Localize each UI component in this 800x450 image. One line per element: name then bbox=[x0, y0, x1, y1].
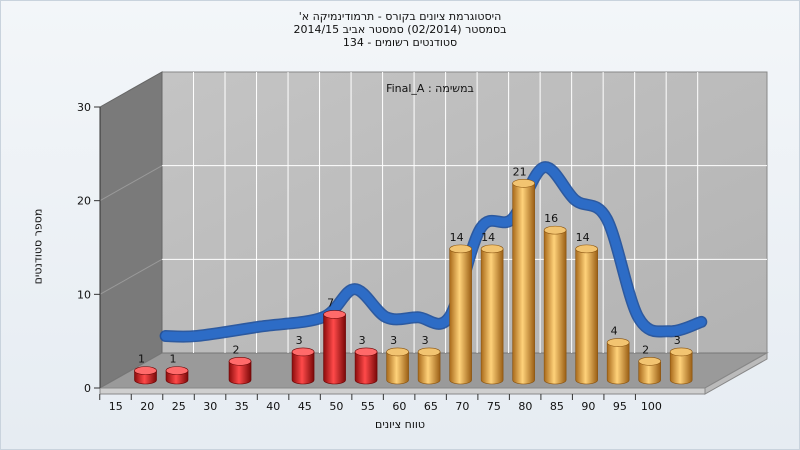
x-tick-label: 85 bbox=[550, 400, 564, 413]
bar-top bbox=[323, 310, 346, 319]
chart-annotation: Final_A : במשימה bbox=[386, 82, 474, 95]
y-axis-label: מספר סטודנטים bbox=[31, 208, 45, 285]
bar-top bbox=[449, 244, 472, 254]
bar-body bbox=[291, 351, 315, 385]
bar-body bbox=[417, 351, 441, 385]
bar-value-label: 2 bbox=[642, 343, 649, 356]
bar-top bbox=[638, 356, 661, 366]
chart-title-line1: היסטוגרמת ציונים בקורס - תרמודינמיקה א' bbox=[298, 10, 502, 23]
bar-top bbox=[480, 244, 504, 254]
x-tick-label: 50 bbox=[329, 400, 343, 413]
bar-value-label: 3 bbox=[422, 334, 429, 347]
bar-body bbox=[669, 351, 693, 385]
bar-value-label: 14 bbox=[450, 231, 464, 244]
bar-value-label: 1 bbox=[138, 353, 145, 366]
bar-value-label: 3 bbox=[359, 334, 366, 347]
x-tick-label: 55 bbox=[361, 400, 375, 413]
x-tick-label: 25 bbox=[172, 400, 186, 413]
side-grid-line bbox=[99, 165, 163, 202]
bar-body bbox=[228, 360, 252, 385]
y-tick-label: 20 bbox=[77, 195, 91, 208]
bar-body bbox=[386, 351, 409, 385]
bar-top bbox=[575, 244, 598, 254]
y-tick-label: 0 bbox=[84, 382, 91, 395]
bar-top bbox=[134, 366, 157, 375]
side-wall bbox=[99, 71, 163, 389]
bar-value-label: 3 bbox=[296, 334, 303, 347]
bar-body bbox=[606, 342, 630, 385]
x-tick-label: 30 bbox=[203, 400, 217, 413]
bar-top bbox=[386, 347, 409, 357]
x-tick-label: 70 bbox=[455, 400, 469, 413]
x-tick-label: 80 bbox=[518, 400, 532, 413]
bar-top bbox=[417, 347, 441, 357]
bar-body bbox=[512, 183, 535, 385]
bar-value-label: 16 bbox=[544, 212, 558, 225]
bar-value-label: 7 bbox=[327, 296, 334, 309]
bar-body bbox=[354, 351, 378, 385]
x-tick-label: 90 bbox=[581, 400, 595, 413]
bar-top bbox=[543, 225, 567, 235]
x-tick-label: 35 bbox=[235, 400, 249, 413]
bar-top bbox=[165, 366, 189, 375]
bar-body bbox=[323, 314, 346, 385]
bar-value-label: 14 bbox=[481, 231, 495, 244]
x-tick-label: 45 bbox=[298, 400, 312, 413]
bar-value-label: 3 bbox=[674, 334, 681, 347]
bar-value-label: 1 bbox=[170, 353, 177, 366]
bar-top bbox=[354, 347, 378, 357]
bar-top bbox=[228, 356, 252, 366]
bar-value-label: 14 bbox=[576, 231, 590, 244]
chart-title-line2: בסמסטר (02/2014) סמסטר אביב 2014/15 bbox=[293, 23, 507, 36]
bar-value-label: 2 bbox=[233, 343, 240, 356]
bar-top bbox=[512, 179, 535, 188]
floor-front-edge bbox=[99, 387, 706, 395]
x-tick-label: 65 bbox=[424, 400, 438, 413]
x-tick-label: 75 bbox=[487, 400, 501, 413]
side-grid-line bbox=[99, 258, 163, 295]
floor-right-edge bbox=[704, 352, 768, 395]
bar-body bbox=[543, 229, 567, 385]
bar-body bbox=[480, 248, 504, 385]
x-tick-label: 95 bbox=[613, 400, 627, 413]
bar-top bbox=[291, 347, 315, 357]
bar-body bbox=[449, 248, 472, 385]
bar-value-label: 4 bbox=[611, 325, 618, 338]
bar-top bbox=[606, 338, 630, 347]
bar-body bbox=[638, 360, 661, 385]
x-tick-label: 15 bbox=[109, 400, 123, 413]
x-tick-label: 40 bbox=[266, 400, 280, 413]
x-tick-label: 100 bbox=[641, 400, 662, 413]
bar-value-label: 3 bbox=[390, 334, 397, 347]
x-tick-label: 60 bbox=[392, 400, 406, 413]
y-tick-label: 10 bbox=[77, 288, 91, 301]
bar-value-label: 21 bbox=[513, 165, 527, 178]
x-axis-label: טווח ציונים bbox=[375, 418, 425, 431]
bar-body bbox=[575, 248, 598, 385]
y-tick-label: 30 bbox=[77, 101, 91, 114]
x-tick-label: 20 bbox=[140, 400, 154, 413]
bar-top bbox=[669, 347, 693, 357]
chart-title-line3: סטודנטים רשומים - 134 bbox=[342, 36, 458, 49]
